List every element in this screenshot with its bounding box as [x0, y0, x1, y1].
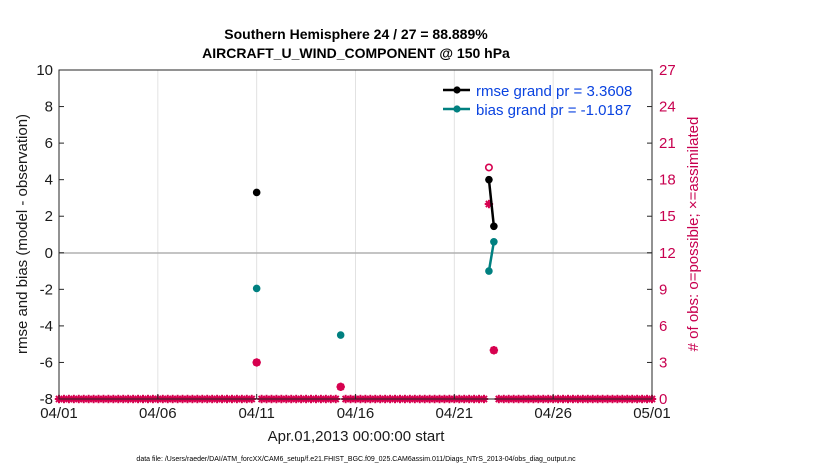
x-tick-label: 05/01 — [633, 405, 671, 422]
bias-point — [252, 284, 261, 293]
y-tick-label: 4 — [45, 172, 53, 189]
chart-subtitle: AIRCRAFT_U_WIND_COMPONENT @ 150 hPa — [202, 45, 510, 61]
legend-bias-label: bias grand pr = -1.0187 — [476, 102, 632, 119]
y-right-tick-label: 3 — [659, 354, 667, 371]
y-axis-right-label: # of obs: o=possible; ×=assimilated — [685, 117, 702, 352]
possible-count-marker — [336, 382, 345, 391]
rmse-point — [490, 222, 498, 231]
rmse-point — [485, 175, 493, 184]
x-tick-label: 04/26 — [534, 405, 572, 422]
y-tick-label: 6 — [45, 135, 53, 152]
y-tick-label: 10 — [36, 62, 53, 79]
legend: rmse grand pr = 3.3608 bias grand pr = -… — [443, 83, 632, 119]
grid — [157, 70, 554, 399]
x-tick-label: 04/16 — [337, 405, 375, 422]
y-tick-label: -6 — [40, 354, 53, 371]
legend-rmse-marker — [453, 86, 461, 94]
y-tick-label: -2 — [40, 281, 53, 298]
bias-point — [336, 331, 345, 339]
possible-count-marker — [484, 163, 493, 172]
y-right-tick-label: 9 — [659, 281, 667, 298]
legend-bias-marker — [453, 105, 461, 113]
rmse-point — [252, 188, 261, 197]
legend-rmse-label: rmse grand pr = 3.3608 — [476, 83, 632, 100]
x-tick-label: 04/11 — [238, 405, 274, 422]
y-tick-label: -8 — [40, 391, 53, 408]
axis-ticks: 04/01 04/06 04/11 04/16 04/21 04/26 05/01 -8 -6 -… — [36, 62, 675, 422]
y-tick-label: 8 — [45, 99, 53, 116]
y-tick-label: -4 — [40, 318, 53, 335]
rmse-line — [487, 179, 496, 227]
y-right-tick-label: 15 — [659, 208, 676, 225]
y-right-tick-label: 12 — [659, 245, 676, 262]
y-tick-label: 2 — [45, 208, 53, 225]
y-right-tick-label: 6 — [659, 318, 667, 335]
y-right-tick-label: 27 — [659, 62, 676, 79]
data-file-footer: data file: /Users/raeder/DAI/ATM_forcXX/… — [136, 456, 576, 463]
possible-count-marker — [489, 346, 498, 355]
x-tick-label: 04/01 — [40, 405, 78, 422]
bias-point — [490, 238, 498, 246]
x-tick-label: 04/21 — [436, 405, 474, 422]
bias-line — [487, 241, 496, 272]
y-right-tick-label: 18 — [659, 172, 676, 189]
possible-count-marker — [252, 358, 261, 367]
y-right-tick-label: 0 — [659, 391, 667, 408]
chart-title: Southern Hemisphere 24 / 27 = 88.889% — [224, 26, 488, 42]
x-tick-label: 04/06 — [139, 405, 177, 422]
y-right-tick-label: 21 — [659, 135, 676, 152]
bias-point — [485, 267, 493, 275]
x-axis-label: Apr.01,2013 00:00:00 start — [268, 428, 446, 445]
y-axis-label: rmse and bias (model - observation) — [14, 114, 31, 354]
y-tick-label: 0 — [45, 245, 53, 262]
y-right-tick-label: 24 — [659, 99, 676, 116]
